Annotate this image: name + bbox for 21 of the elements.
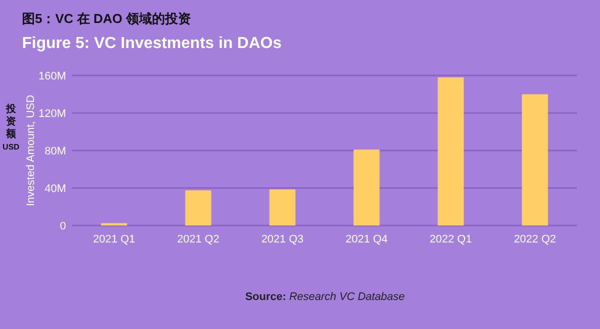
chart-subtitle: Figure 5: VC Investments in DAOs	[22, 35, 282, 52]
chart-title: 图5：VC 在 DAO 领域的投资	[22, 11, 192, 26]
source-note: Source: Research VC Database	[245, 291, 405, 303]
y-axis-title: Invested Amount, USD	[25, 94, 37, 206]
bar	[269, 189, 296, 226]
x-tick-label: 2021 Q2	[177, 234, 220, 246]
y-tick-label: 80M	[44, 146, 66, 158]
y-tick-label: 160M	[38, 70, 66, 82]
y-tick-label: 120M	[38, 108, 66, 120]
y-tick-label: 0	[60, 220, 66, 232]
x-tick-label: 2021 Q1	[92, 234, 136, 246]
x-tick-label: 2021 Q4	[345, 234, 388, 246]
bar	[354, 150, 380, 226]
x-tick-label: 2022 Q1	[430, 234, 472, 246]
x-tick-label: 2022 Q2	[514, 234, 556, 246]
bar	[438, 77, 464, 226]
bar	[522, 94, 548, 226]
x-tick-label: 2021 Q3	[261, 234, 304, 246]
bar	[185, 190, 212, 226]
y-tick-label: 40M	[44, 183, 66, 195]
text: 投资额USD	[2, 103, 20, 152]
